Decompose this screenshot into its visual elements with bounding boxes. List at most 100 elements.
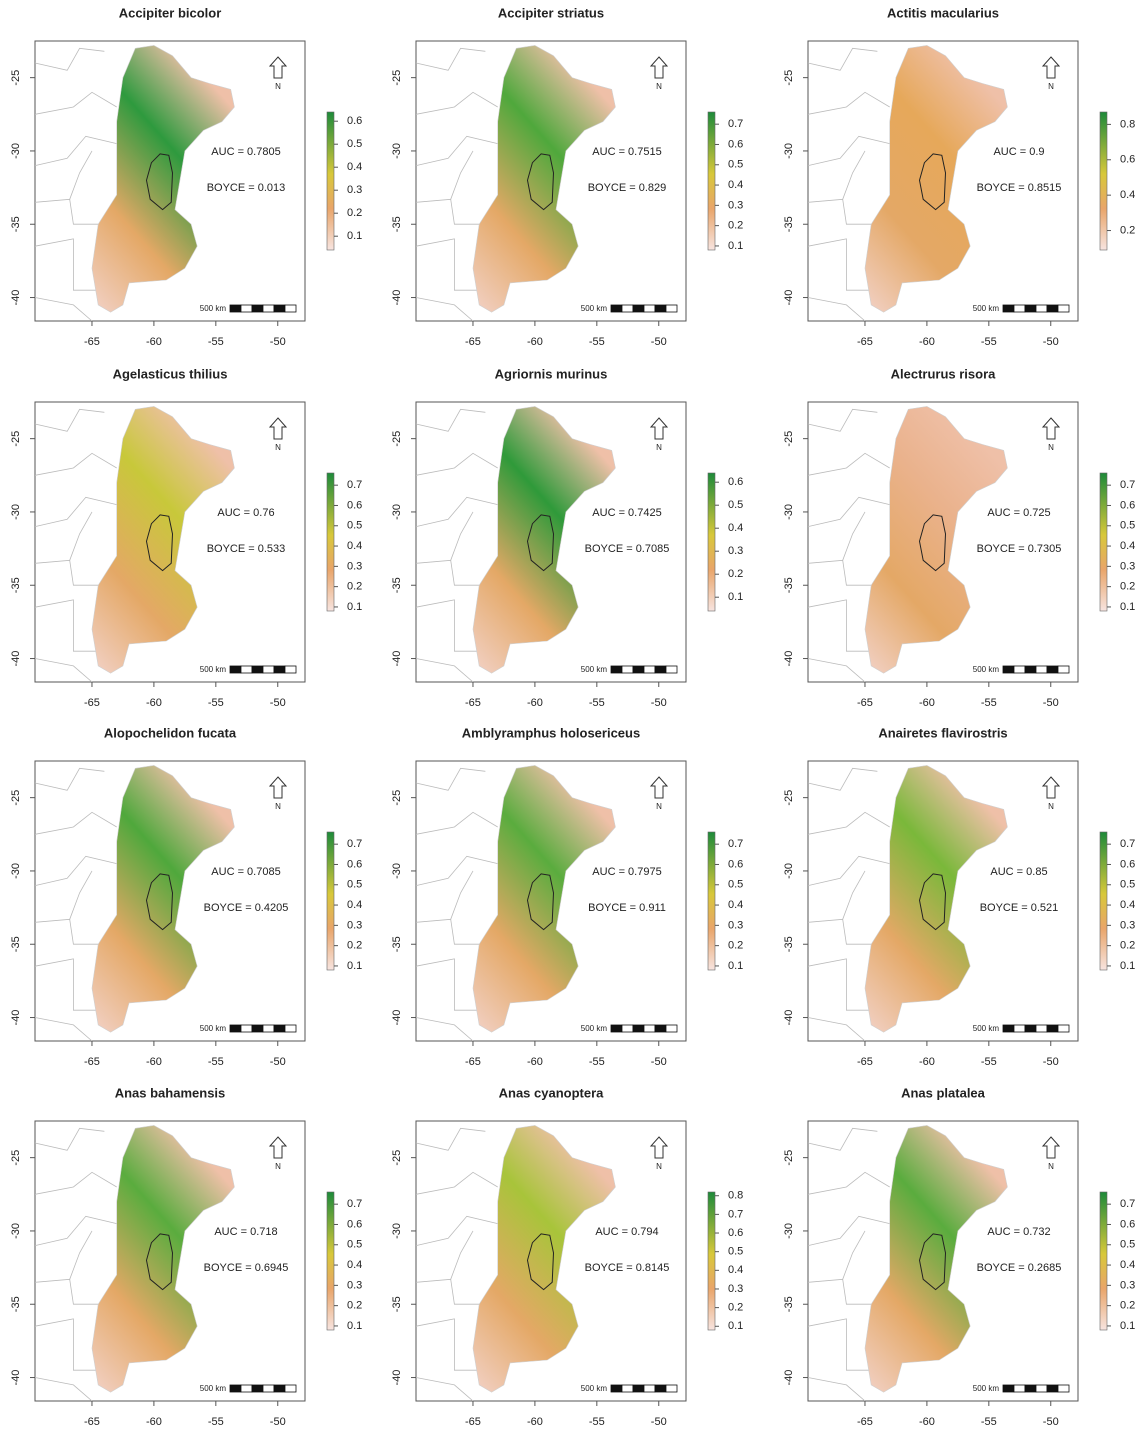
scale-segment bbox=[1024, 1024, 1037, 1033]
province-border bbox=[415, 1215, 498, 1246]
legend-tick-label: 0.6 bbox=[1120, 154, 1135, 166]
x-tick-label: -50 bbox=[270, 1056, 286, 1068]
scale-segment bbox=[1024, 665, 1037, 674]
legend-tick-label: 0.7 bbox=[347, 838, 362, 850]
scale-segment bbox=[229, 1384, 242, 1393]
legend-tick-label: 0.4 bbox=[1120, 189, 1135, 201]
north-label: N bbox=[1048, 1162, 1054, 1171]
study-outline bbox=[526, 153, 555, 211]
province-border bbox=[34, 1215, 117, 1246]
y-tick-label: -25 bbox=[783, 790, 795, 806]
legend-tick-label: 0.6 bbox=[347, 499, 362, 511]
north-arrow bbox=[268, 417, 288, 440]
province-border bbox=[34, 559, 99, 586]
suitability-area bbox=[472, 1125, 616, 1393]
north-label: N bbox=[656, 82, 662, 91]
y-tick-label: -25 bbox=[391, 1150, 403, 1166]
scale-segment bbox=[610, 304, 623, 313]
province-border bbox=[34, 958, 99, 1011]
study-outline bbox=[526, 514, 555, 572]
province-border bbox=[34, 452, 117, 476]
province-border bbox=[415, 1377, 474, 1402]
x-tick-label: -60 bbox=[919, 1416, 935, 1428]
y-tick-label: -35 bbox=[783, 1296, 795, 1312]
y-tick-label: -30 bbox=[783, 863, 795, 879]
x-tick-label: -65 bbox=[84, 1416, 100, 1428]
province-border bbox=[34, 1017, 93, 1042]
province-border bbox=[807, 1171, 890, 1195]
province-border bbox=[807, 767, 878, 791]
province-border bbox=[415, 1278, 480, 1305]
legend-tick-label: 0.6 bbox=[1120, 499, 1135, 511]
x-tick-label: -50 bbox=[270, 697, 286, 709]
province-border bbox=[415, 198, 480, 225]
y-tick-label: -40 bbox=[10, 290, 22, 306]
province-border bbox=[415, 767, 486, 791]
scale-segment bbox=[262, 304, 275, 313]
province-border bbox=[415, 1318, 480, 1371]
legend-tick-label: 0.2 bbox=[1120, 1300, 1135, 1312]
scale-segment bbox=[1035, 304, 1048, 313]
x-tick-label: -60 bbox=[146, 697, 162, 709]
map-panel: Anas bahamensis -65 -60 -55 -50 -25 -30 -35 -40 N… bbox=[10, 1085, 362, 1427]
legend-tick-label: 0.7 bbox=[1120, 838, 1135, 850]
province-border bbox=[807, 297, 866, 322]
y-tick-label: -25 bbox=[391, 790, 403, 806]
scale-segment bbox=[665, 1024, 678, 1033]
legend-tick-label: 0.4 bbox=[347, 899, 362, 911]
auc-label: AUC = 0.9 bbox=[993, 146, 1044, 158]
boyce-label: BOYCE = 0.6945 bbox=[204, 1262, 289, 1274]
province-border bbox=[34, 408, 105, 432]
north-arrow bbox=[649, 56, 669, 79]
scale-segment bbox=[1002, 1384, 1015, 1393]
suitability-area bbox=[864, 45, 1008, 313]
province-border bbox=[807, 496, 890, 527]
panel-title: Anas bahamensis bbox=[115, 1085, 226, 1100]
map-panel: Agelasticus thilius -65 -60 -55 -50 -25 -30 -35… bbox=[10, 366, 362, 708]
north-arrow bbox=[268, 56, 288, 79]
province-border bbox=[34, 658, 93, 683]
province-border bbox=[415, 297, 474, 322]
province-border bbox=[415, 408, 486, 432]
province-border bbox=[34, 855, 117, 886]
legend-tick-label: 0.5 bbox=[1120, 1239, 1135, 1251]
scale-segment bbox=[665, 304, 678, 313]
province-border bbox=[34, 297, 93, 322]
y-tick-label: -30 bbox=[10, 863, 22, 879]
scale-segment bbox=[284, 665, 297, 674]
north-label: N bbox=[656, 802, 662, 811]
study-outline bbox=[918, 1233, 947, 1291]
x-tick-label: -60 bbox=[146, 1056, 162, 1068]
map-panel: Accipiter bicolor -65 -60 -55 -50 -25 -30 -35 -4… bbox=[10, 5, 362, 347]
panel-title: Anairetes flavirostris bbox=[878, 725, 1007, 740]
panel-title: Alectrurus risora bbox=[891, 366, 997, 381]
legend-tick-label: 0.4 bbox=[728, 899, 743, 911]
legend-tick-label: 0.5 bbox=[347, 879, 362, 891]
legend-tick-label: 0.4 bbox=[1120, 899, 1135, 911]
suitability-area bbox=[91, 406, 235, 674]
x-tick-label: -55 bbox=[589, 336, 605, 348]
legend-tick-label: 0.8 bbox=[1120, 118, 1135, 130]
y-tick-label: -30 bbox=[783, 1223, 795, 1239]
scale-segment bbox=[284, 1024, 297, 1033]
legend-tick-label: 0.6 bbox=[347, 858, 362, 870]
scale-segment bbox=[643, 304, 656, 313]
x-tick-label: -60 bbox=[146, 336, 162, 348]
legend-tick-label: 0.2 bbox=[728, 1302, 743, 1314]
province-border bbox=[34, 238, 99, 291]
y-tick-label: -40 bbox=[10, 1370, 22, 1386]
y-tick-label: -25 bbox=[10, 70, 22, 86]
y-tick-label: -40 bbox=[391, 1010, 403, 1026]
legend-tick-label: 0.1 bbox=[347, 1320, 362, 1332]
y-tick-label: -25 bbox=[783, 431, 795, 447]
boyce-label: BOYCE = 0.8515 bbox=[977, 182, 1062, 194]
scale-label: 500 km bbox=[973, 1384, 1000, 1393]
x-tick-label: -65 bbox=[465, 697, 481, 709]
province-border bbox=[807, 1318, 872, 1371]
x-tick-label: -55 bbox=[589, 1056, 605, 1068]
x-tick-label: -55 bbox=[208, 1416, 224, 1428]
scale-segment bbox=[262, 665, 275, 674]
legend-tick-label: 0.3 bbox=[347, 1279, 362, 1291]
scale-segment bbox=[1013, 1384, 1026, 1393]
province-border bbox=[415, 658, 474, 683]
